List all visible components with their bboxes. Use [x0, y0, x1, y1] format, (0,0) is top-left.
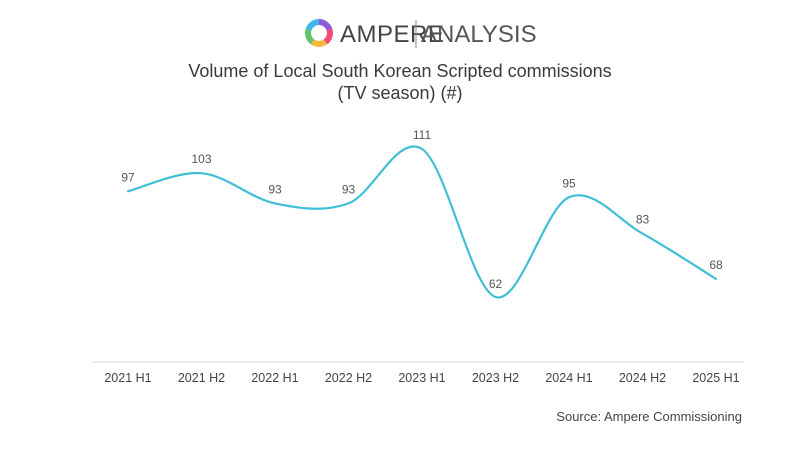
data-label: 95 [562, 176, 576, 190]
data-label: 93 [342, 182, 356, 196]
data-label: 97 [121, 170, 135, 184]
logo-segment [305, 19, 319, 31]
data-label: 103 [191, 152, 211, 166]
logo-secondary-text: ANALYSIS [421, 21, 537, 48]
logo-segment [323, 28, 333, 45]
chart-title-block: Volume of Local South Korean Scripted co… [0, 60, 800, 104]
logo-segment [319, 19, 333, 31]
x-tick-label: 2022 H2 [325, 371, 372, 385]
logo-icon [305, 19, 333, 47]
x-tick-label: 2023 H1 [398, 371, 445, 385]
x-axis-tick-labels: 2021 H1 2021 H2 2022 H1 2022 H2 2023 H1 2023 … [104, 371, 739, 385]
data-label: 68 [709, 258, 723, 272]
logo-primary-text: AMPERE [340, 21, 444, 48]
data-label: 62 [489, 277, 503, 291]
logo-segment [310, 39, 328, 47]
chart-title: Volume of Local South Korean Scripted co… [188, 61, 612, 81]
x-tick-label: 2023 H2 [472, 371, 519, 385]
data-label: 83 [636, 213, 650, 227]
data-label: 111 [413, 128, 432, 142]
x-tick-label: 2024 H2 [619, 371, 666, 385]
x-tick-label: 2022 H1 [251, 371, 298, 385]
logo-segment [305, 28, 315, 45]
x-tick-label: 2021 H1 [104, 371, 151, 385]
logo: AMPERE ANALYSIS [305, 19, 537, 48]
data-labels: 97 103 93 93 111 62 95 83 68 [121, 128, 723, 291]
x-tick-label: 2024 H1 [545, 371, 592, 385]
series-line [126, 145, 718, 299]
data-label: 93 [268, 182, 282, 196]
x-tick-label: 2021 H2 [178, 371, 225, 385]
x-tick-label: 2025 H1 [692, 371, 739, 385]
chart-subtitle: (TV season) (#) [337, 83, 463, 103]
source-note: Source: Ampere Commissioning [556, 409, 742, 424]
